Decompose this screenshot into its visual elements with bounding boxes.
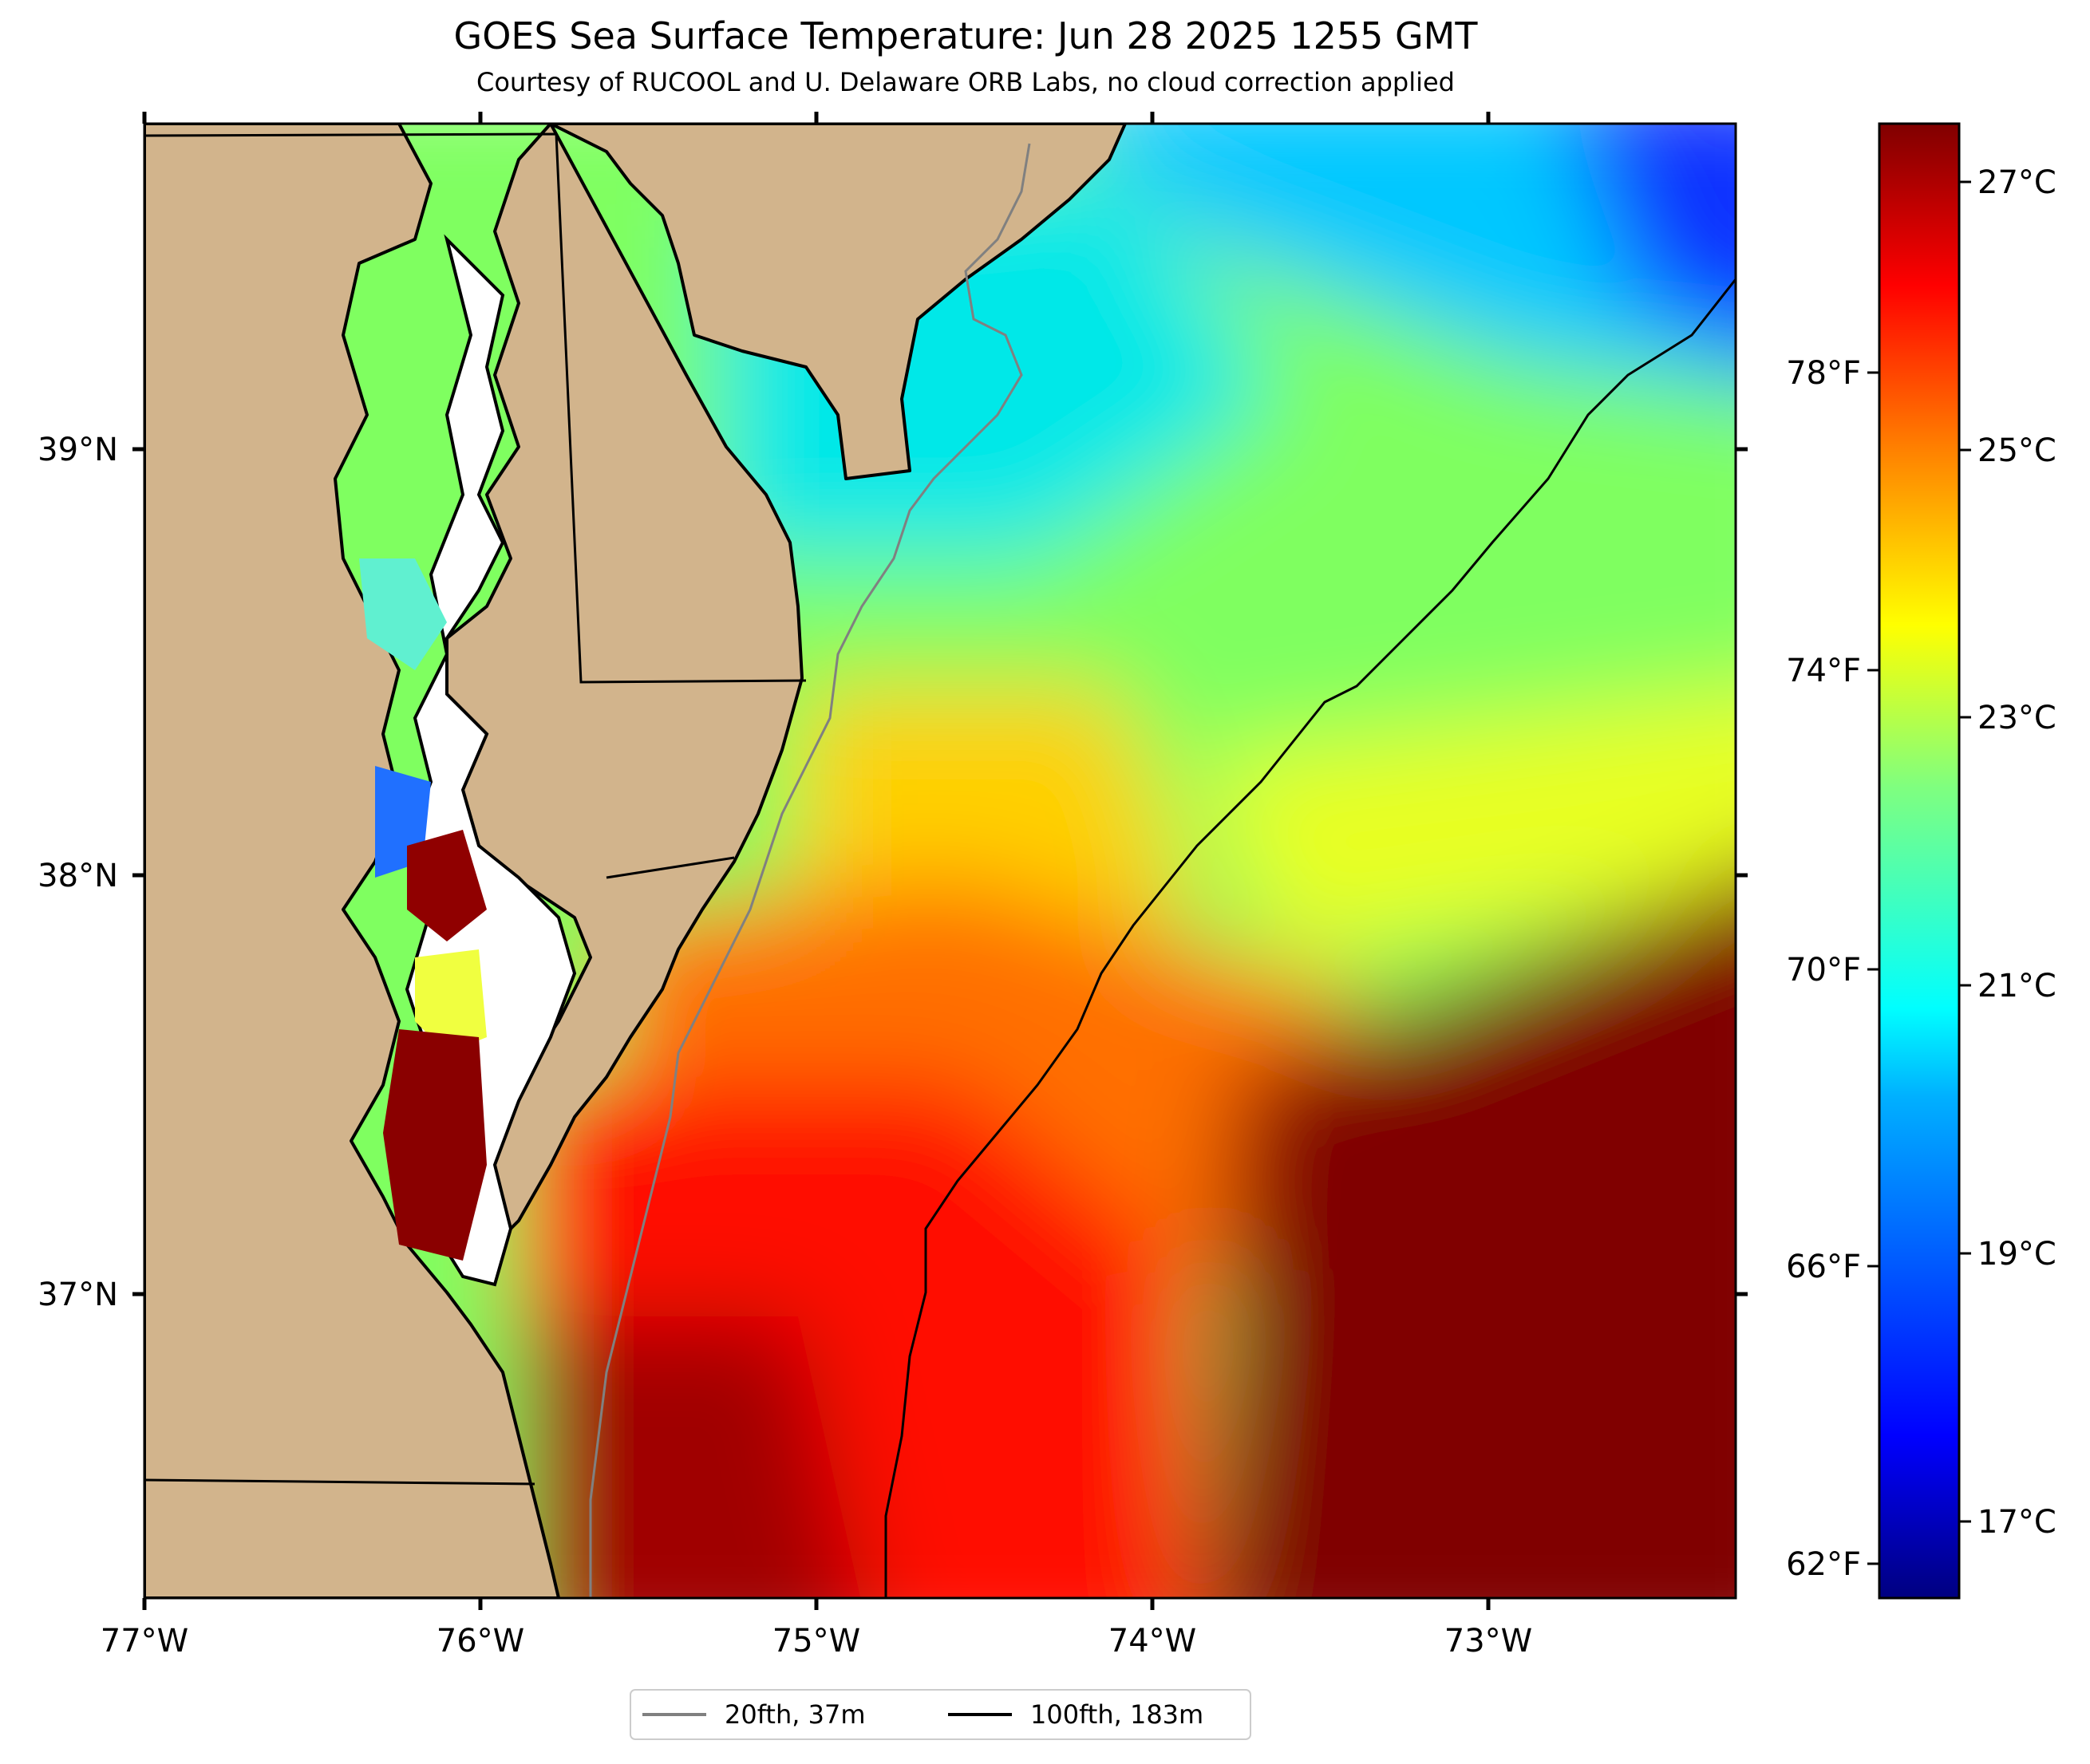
map-title: GOES Sea Surface Temperature: Jun 28 202… (453, 14, 1478, 57)
lon-tick-label: 74°W (1108, 1623, 1196, 1659)
colorbar-gradient (1878, 122, 1961, 1600)
lon-tick-label: 76°W (437, 1623, 524, 1659)
fahrenheit-tick-label: 78°F (1786, 355, 1861, 392)
lon-tick-label: 75°W (772, 1623, 860, 1659)
celsius-tick-label: 23°C (1977, 700, 2056, 736)
celsius-tick-label: 25°C (1977, 432, 2056, 469)
lat-tick-label: 37°N (38, 1277, 118, 1313)
fahrenheit-tick-label: 70°F (1786, 952, 1861, 989)
state-boundaries (144, 132, 807, 1486)
legend-label-100fth: 100fth, 183m (1030, 1699, 1203, 1730)
fahrenheit-tick-label: 66°F (1786, 1249, 1861, 1285)
celsius-tick-label: 21°C (1977, 968, 2056, 1004)
contour-20fth (589, 143, 1031, 1598)
lon-tick-labels: 77°W 76°W 75°W 74°W 73°W (101, 1623, 1532, 1659)
chesapeake-bay (359, 234, 577, 1287)
major-ticks (132, 112, 1748, 1610)
lat-tick-labels: 39°N 38°N 37°N (38, 432, 118, 1313)
map-frame (143, 122, 1737, 1600)
land (144, 124, 1127, 1598)
lon-tick-label: 73°W (1444, 1623, 1532, 1659)
map-subtitle: Courtesy of RUCOOL and U. Delaware ORB L… (476, 67, 1455, 97)
fahrenheit-tick-label: 74°F (1786, 653, 1861, 689)
legend-box (630, 1689, 1251, 1740)
lat-tick-label: 38°N (38, 858, 118, 894)
celsius-tick-label: 17°C (1977, 1504, 2056, 1541)
colorbar: 27°C 25°C 23°C 21°C 19°C 17°C 78°F 74°F … (1786, 122, 2056, 1600)
contour-legend: 20fth, 37m 100fth, 183m (630, 1689, 1251, 1740)
celsius-tick-label: 19°C (1977, 1236, 2056, 1273)
legend-label-20fth: 20fth, 37m (725, 1699, 865, 1730)
lon-tick-label: 77°W (101, 1623, 188, 1659)
lat-tick-label: 39°N (38, 432, 118, 468)
celsius-tick-label: 27°C (1977, 164, 2056, 201)
sst-field (144, 124, 1736, 1598)
fahrenheit-tick-label: 62°F (1786, 1546, 1861, 1583)
map-panel (144, 124, 1736, 1598)
contour-100fth (884, 278, 1736, 1598)
